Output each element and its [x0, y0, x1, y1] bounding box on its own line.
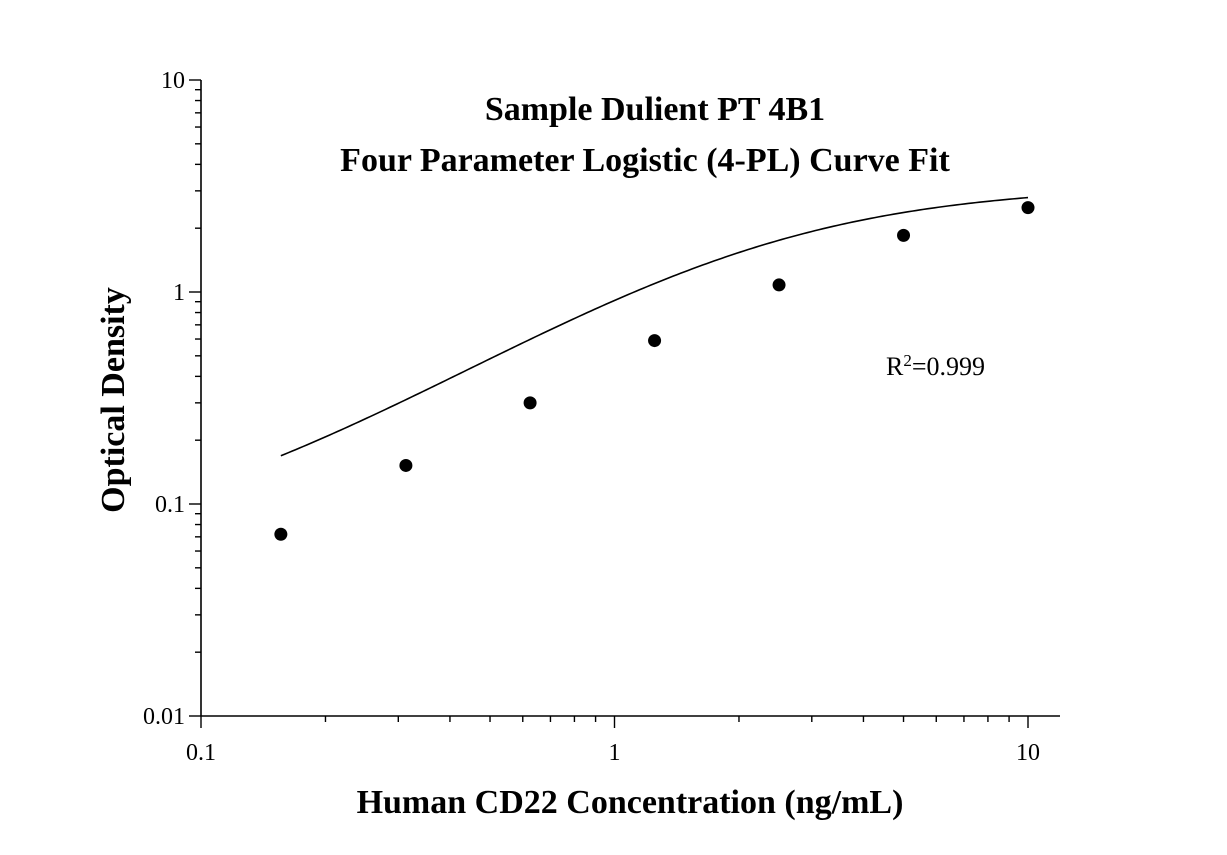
axes [200, 80, 1060, 717]
r-squared-value: =0.999 [912, 352, 985, 381]
r-squared-annotation: R2=0.999 [886, 351, 985, 382]
data-point [1021, 201, 1035, 215]
x-axis-label: Human CD22 Concentration (ng/mL) [357, 784, 904, 821]
r-squared-base: R [886, 352, 904, 381]
data-point [523, 396, 537, 410]
data-point [772, 278, 786, 292]
data-point [274, 527, 288, 541]
data-point [897, 228, 911, 242]
data-points [274, 201, 1035, 541]
y-tick-label: 1 [173, 280, 185, 306]
y-tick-label: 0.1 [155, 492, 185, 518]
chart-subtitle: Four Parameter Logistic (4-PL) Curve Fit [340, 142, 950, 179]
y-tick-labels: 0.01 0.1 1 10 [143, 68, 185, 730]
chart-title: Sample Dulient PT 4B1 [485, 91, 825, 128]
x-tick-label: 10 [1016, 740, 1040, 766]
x-tick-label: 1 [609, 740, 621, 766]
y-tick-label: 0.01 [143, 704, 185, 730]
x-ticks [200, 716, 1029, 728]
y-ticks [189, 79, 201, 717]
y-tick-label: 10 [161, 68, 185, 94]
y-axis-label: Optical Density [95, 287, 132, 513]
fit-curve [280, 196, 1029, 457]
data-point [399, 458, 413, 472]
r-squared-superscript: 2 [903, 351, 912, 370]
x-tick-labels: 0.1 1 10 [186, 740, 1040, 766]
x-tick-label: 0.1 [186, 740, 216, 766]
data-point [648, 334, 662, 348]
